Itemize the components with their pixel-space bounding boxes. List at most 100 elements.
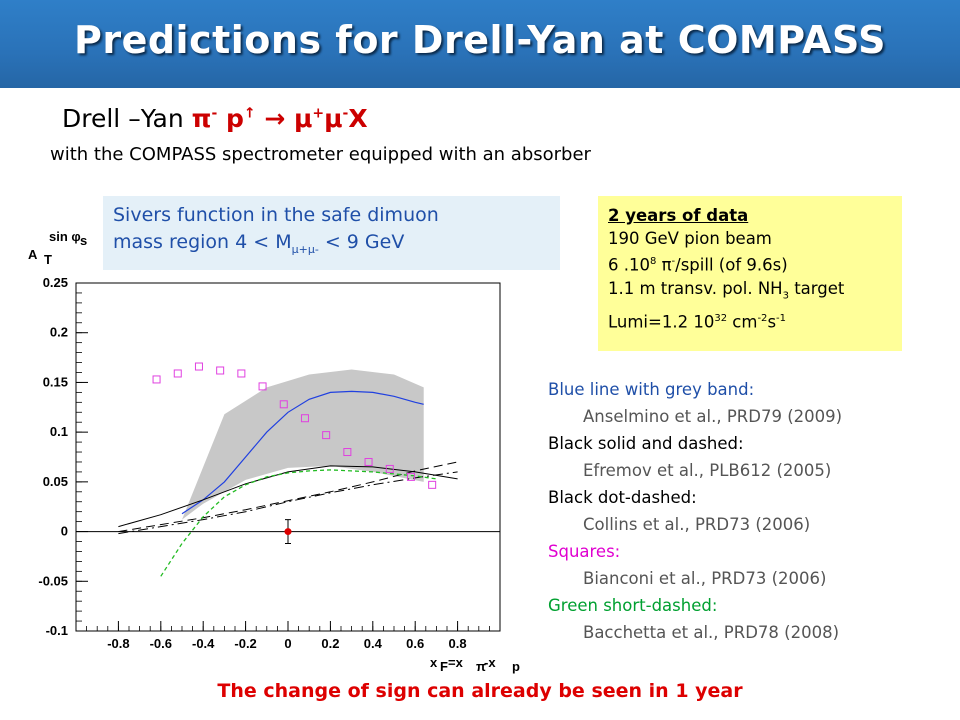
- x-tick-label: 0.4: [364, 636, 383, 651]
- dl3s: 3: [782, 289, 789, 301]
- y-tick-label: 0.1: [50, 424, 68, 439]
- data-box-line-2: 6 .108 π-/spill (of 9.6s): [608, 250, 892, 277]
- y-tick-label: 0.05: [43, 474, 68, 489]
- data-box-line-3: 1.1 m transv. pol. NH3 target: [608, 277, 892, 307]
- x-axis-label-sub3: p: [512, 659, 520, 674]
- proton-polarization: ↑: [243, 105, 256, 122]
- dl2c: /spill (of 9.6s): [675, 255, 788, 275]
- footer-note: The change of sign can already be seen i…: [217, 680, 743, 702]
- series-anselmino-et-al-line: [181, 390, 424, 515]
- legend-ref-collins: Collins et al., PRD73 (2006): [583, 515, 811, 534]
- pi-charge: -: [211, 105, 218, 122]
- y-tick-label: 0.25: [43, 275, 68, 290]
- sivers-line-1: Sivers function in the safe dimuon: [113, 204, 439, 226]
- proton-symbol: p: [225, 104, 244, 133]
- data-box-line-4: Lumi=1.2 1032 cm-2s-1: [608, 307, 892, 334]
- muon-plus-symbol: μ: [294, 104, 313, 133]
- dl4s2: -2: [757, 312, 768, 324]
- muon-minus-symbol: μ: [324, 104, 343, 133]
- legend-label-collins: Black dot-dashed:: [548, 488, 697, 507]
- x-tick-label: -0.4: [192, 636, 215, 651]
- square-marker: [322, 431, 331, 440]
- dl2a: 6 .10: [608, 255, 650, 275]
- asymmetry-plot: -0.8 -0.6 -0.4 -0.2 0 0.2 0.4 0.6 0.8 -0.1 -0.05 0 0…: [28, 229, 520, 674]
- square-marker: [385, 464, 394, 473]
- dl4c: s: [767, 312, 777, 332]
- x-axis-label-main: x: [430, 655, 438, 670]
- y-axis-label-sup-sub: s: [80, 233, 87, 248]
- square-marker: [406, 472, 415, 481]
- process-reaction: π- p↑ → μ+μ-X: [192, 104, 368, 133]
- series-bacchetta-et-al-line: [160, 469, 437, 577]
- title-bar: Predictions for Drell-Yan at COMPASS: [0, 0, 960, 88]
- y-axis-label-main: A: [28, 247, 38, 262]
- x-tick-label: 0.8: [449, 636, 467, 651]
- square-marker: [173, 369, 182, 378]
- x-axis-label-sub2: π: [476, 659, 486, 674]
- dl3b: target: [788, 278, 845, 298]
- x-tick-label: 0: [284, 636, 291, 651]
- muon-minus-charge: -: [342, 105, 349, 122]
- arrow-icon: →: [264, 104, 286, 133]
- legend-ref-bacchetta: Bacchetta et al., PRD78 (2008): [583, 623, 839, 642]
- x-tick-label: 0.2: [321, 636, 339, 651]
- x-symbol: X: [348, 104, 368, 133]
- dl3a: 1.1 m transv. pol. NH: [608, 278, 783, 298]
- data-box: 2 years of data 190 GeV pion beam 6 .108…: [598, 196, 902, 351]
- x-tick-label: -0.6: [150, 636, 172, 651]
- sivers-box: Sivers function in the safe dimuon mass …: [103, 196, 560, 270]
- square-marker: [364, 457, 373, 466]
- x-tick-label: 0.6: [406, 636, 424, 651]
- series-efremov-et-al-solid-line: [118, 465, 458, 528]
- square-marker: [194, 362, 203, 371]
- x-tick-label: -0.8: [107, 636, 129, 651]
- x-tick-label: -0.2: [234, 636, 256, 651]
- dl4s3: -1: [776, 312, 787, 324]
- y-tick-label: 0.15: [43, 374, 68, 389]
- sivers-line-2-sub: μ+μ-: [291, 242, 319, 256]
- square-marker: [428, 480, 437, 489]
- model-legend: Blue line with grey band: Anselmino et a…: [548, 376, 958, 646]
- square-marker: [258, 382, 267, 391]
- data-box-line-1: 190 GeV pion beam: [608, 229, 772, 248]
- legend-ref-efremov: Efremov et al., PLB612 (2005): [583, 461, 832, 480]
- legend-ref-anselmino: Anselmino et al., PRD79 (2009): [583, 407, 843, 426]
- legend-ref-bianconi: Bianconi et al., PRD73 (2006): [583, 569, 827, 588]
- dl2s2: -: [671, 256, 676, 267]
- dl4s1: 32: [714, 312, 728, 324]
- x-axis-label-mid: -x: [484, 655, 496, 670]
- square-marker: [216, 366, 225, 375]
- sivers-line-2-suffix: < 9 GeV: [318, 231, 405, 253]
- dl4b: cm: [727, 312, 758, 332]
- series-efremov-et-al-dashed-line: [118, 461, 458, 533]
- y-tick-label: 0.2: [50, 325, 68, 340]
- dl2s1: 8: [649, 256, 657, 267]
- y-tick-label: -0.05: [38, 573, 68, 588]
- dl4a: Lumi=1.2 10: [608, 312, 715, 332]
- sivers-line-2: mass region 4 < Mμ+μ- < 9 GeV: [113, 229, 550, 263]
- square-marker: [237, 369, 246, 378]
- sivers-line-2-prefix: mass region 4 < M: [113, 231, 292, 253]
- square-marker: [343, 448, 352, 457]
- data-point-marker: [284, 528, 292, 536]
- square-marker: [279, 400, 288, 409]
- process-line: Drell –Yan π- p↑ → μ+μ-X: [62, 104, 368, 133]
- legend-label-bacchetta: Green short-dashed:: [548, 596, 718, 615]
- y-tick-label: 0: [61, 524, 68, 539]
- series-collins-et-al-line: [118, 471, 458, 535]
- pi-symbol: π: [191, 104, 212, 133]
- page-title: Predictions for Drell-Yan at COMPASS: [73, 18, 886, 62]
- legend-label-bianconi: Squares:: [548, 542, 621, 561]
- square-marker: [300, 414, 309, 423]
- process-prefix: Drell –Yan: [62, 104, 184, 133]
- dl2b: π: [656, 255, 672, 275]
- y-axis-label-sup: sin φ: [49, 229, 81, 244]
- y-axis-label-sub: T: [44, 252, 52, 267]
- uncertainty-band: [182, 369, 424, 520]
- x-axis-label-sub: F: [440, 659, 448, 674]
- square-marker: [152, 375, 161, 384]
- subtitle: with the COMPASS spectrometer equipped w…: [50, 144, 591, 165]
- muon-plus-charge: +: [312, 105, 325, 122]
- data-box-heading: 2 years of data: [608, 206, 749, 225]
- legend-label-anselmino: Blue line with grey band:: [548, 380, 755, 399]
